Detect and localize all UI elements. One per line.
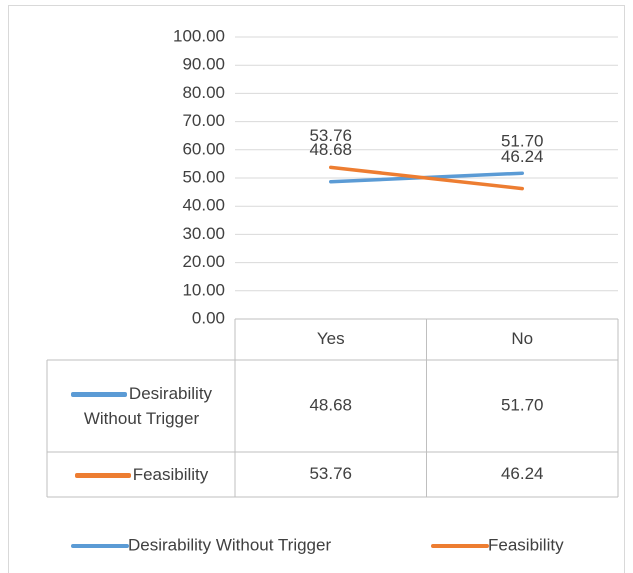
table-row-header: Feasibility: [50, 452, 233, 497]
y-tick-label: 20.00: [182, 252, 225, 271]
y-tick-label: 60.00: [182, 139, 225, 158]
y-tick-label: 10.00: [182, 280, 225, 299]
table-value: 51.70: [501, 395, 544, 414]
data-label: 51.70: [501, 132, 544, 151]
y-tick-label: 40.00: [182, 196, 225, 215]
y-tick-label: 80.00: [182, 83, 225, 102]
y-tick-label: 50.00: [182, 167, 225, 186]
row-label-wrap: Feasibility: [74, 462, 209, 487]
legend-label: Feasibility: [488, 535, 564, 554]
table-row-header-cell: Feasibility: [50, 452, 233, 497]
legend-label: Desirability Without Trigger: [128, 535, 331, 554]
table-row-header: Desirability Without Trigger: [50, 360, 233, 452]
x-tick-label: No: [511, 329, 533, 348]
table-value: 53.76: [309, 464, 352, 483]
y-tick-label: 70.00: [182, 111, 225, 130]
table-value: 48.68: [309, 395, 352, 414]
table-row-header-cell: Desirability Without Trigger: [50, 360, 233, 452]
x-tick-label: Yes: [317, 329, 345, 348]
row-label: Desirability Without Trigger: [83, 384, 213, 428]
y-tick-label: 100.00: [173, 26, 225, 45]
y-tick-label: 0.00: [192, 308, 225, 327]
table-value: 46.24: [501, 464, 544, 483]
chart-border: [8, 5, 625, 573]
row-label-wrap: Desirability Without Trigger: [50, 381, 233, 431]
row-swatch: [70, 392, 127, 398]
series-line: [329, 165, 524, 191]
data-label: 46.24: [501, 147, 544, 166]
data-label: 53.76: [309, 126, 352, 145]
row-label: Feasibility: [132, 465, 209, 484]
row-swatch: [74, 473, 131, 479]
y-tick-label: 30.00: [182, 224, 225, 243]
y-tick-label: 90.00: [182, 55, 225, 74]
data-label: 48.68: [309, 140, 352, 159]
